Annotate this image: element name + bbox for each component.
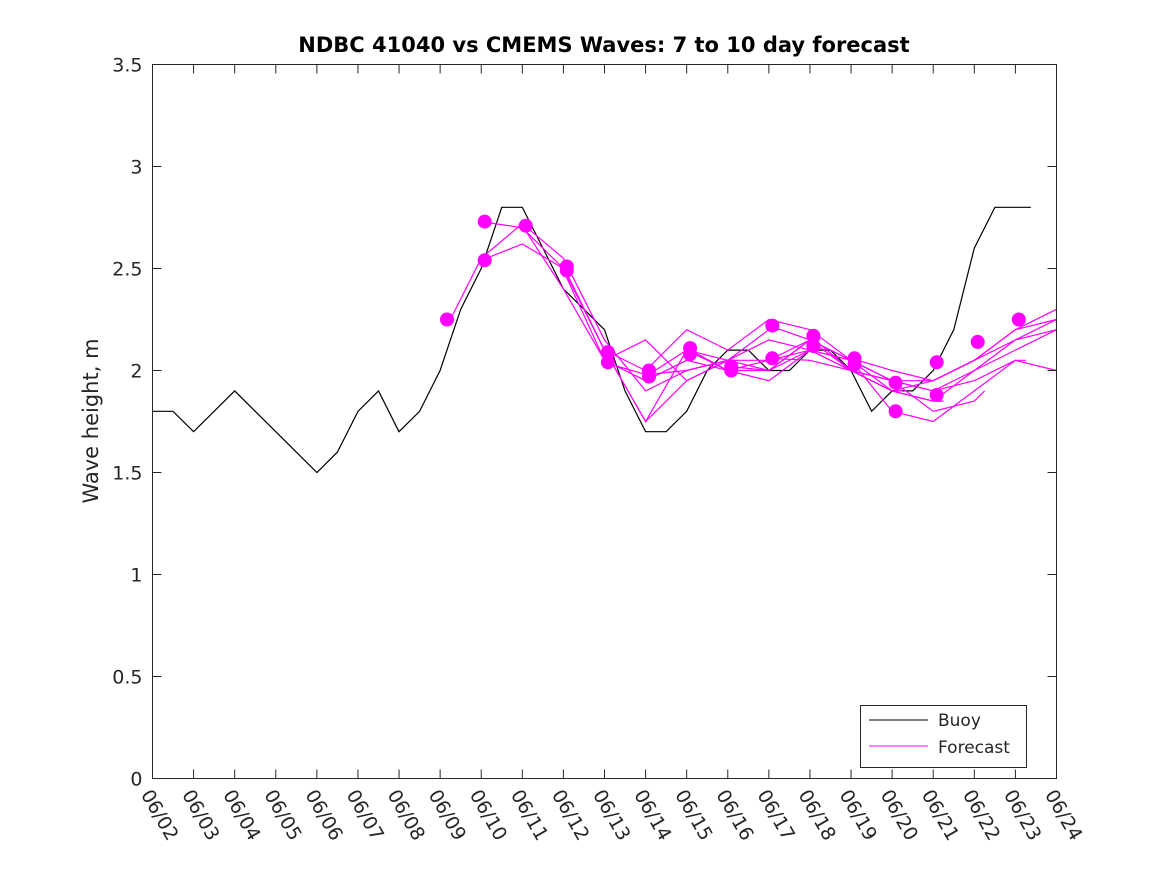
legend: Buoy Forecast — [860, 705, 1027, 768]
forecast-marker — [929, 355, 944, 370]
forecast-marker — [600, 345, 615, 360]
forecast-marker — [724, 363, 739, 378]
y-tick-label: 0 — [130, 769, 142, 791]
forecast-marker — [929, 388, 944, 402]
legend-box — [860, 705, 1027, 768]
y-tick-label: 2.5 — [112, 259, 142, 281]
forecast-marker — [806, 328, 821, 343]
forecast-marker — [847, 357, 862, 372]
forecast-marker — [642, 369, 656, 384]
forecast-marker — [1011, 312, 1026, 327]
forecast-marker — [888, 404, 903, 419]
forecast-marker — [477, 214, 492, 229]
y-axis: 0 0.5 1 1.5 2 2.5 3 3.5 — [112, 55, 1057, 791]
forecast-line — [850, 308, 1057, 382]
forecast-marker — [765, 351, 780, 366]
y-tick-label: 0.5 — [112, 667, 142, 689]
forecast-marker — [440, 312, 454, 327]
legend-forecast-label: Forecast — [938, 738, 1010, 758]
forecast-marker — [477, 253, 492, 268]
forecast-marker — [888, 375, 903, 390]
forecast-marker — [806, 339, 821, 353]
y-tick-label: 3 — [130, 157, 142, 179]
forecast-marker — [683, 347, 698, 362]
forecast-marker — [559, 263, 574, 278]
forecast-marker — [970, 334, 985, 349]
chart-title: NDBC 41040 vs CMEMS Waves: 7 to 10 day f… — [298, 33, 909, 57]
forecast-marker — [765, 318, 780, 333]
y-tick-label: 3.5 — [112, 55, 142, 77]
forecast-marker — [600, 355, 615, 370]
plot-area — [152, 206, 1057, 474]
y-tick-label: 1.5 — [112, 463, 142, 485]
y-axis-label: Wave height, m — [79, 338, 103, 503]
forecast-marker — [518, 218, 533, 233]
y-tick-label: 1 — [130, 565, 142, 587]
legend-buoy-label: Buoy — [938, 711, 981, 731]
y-tick-label: 2 — [130, 361, 142, 383]
